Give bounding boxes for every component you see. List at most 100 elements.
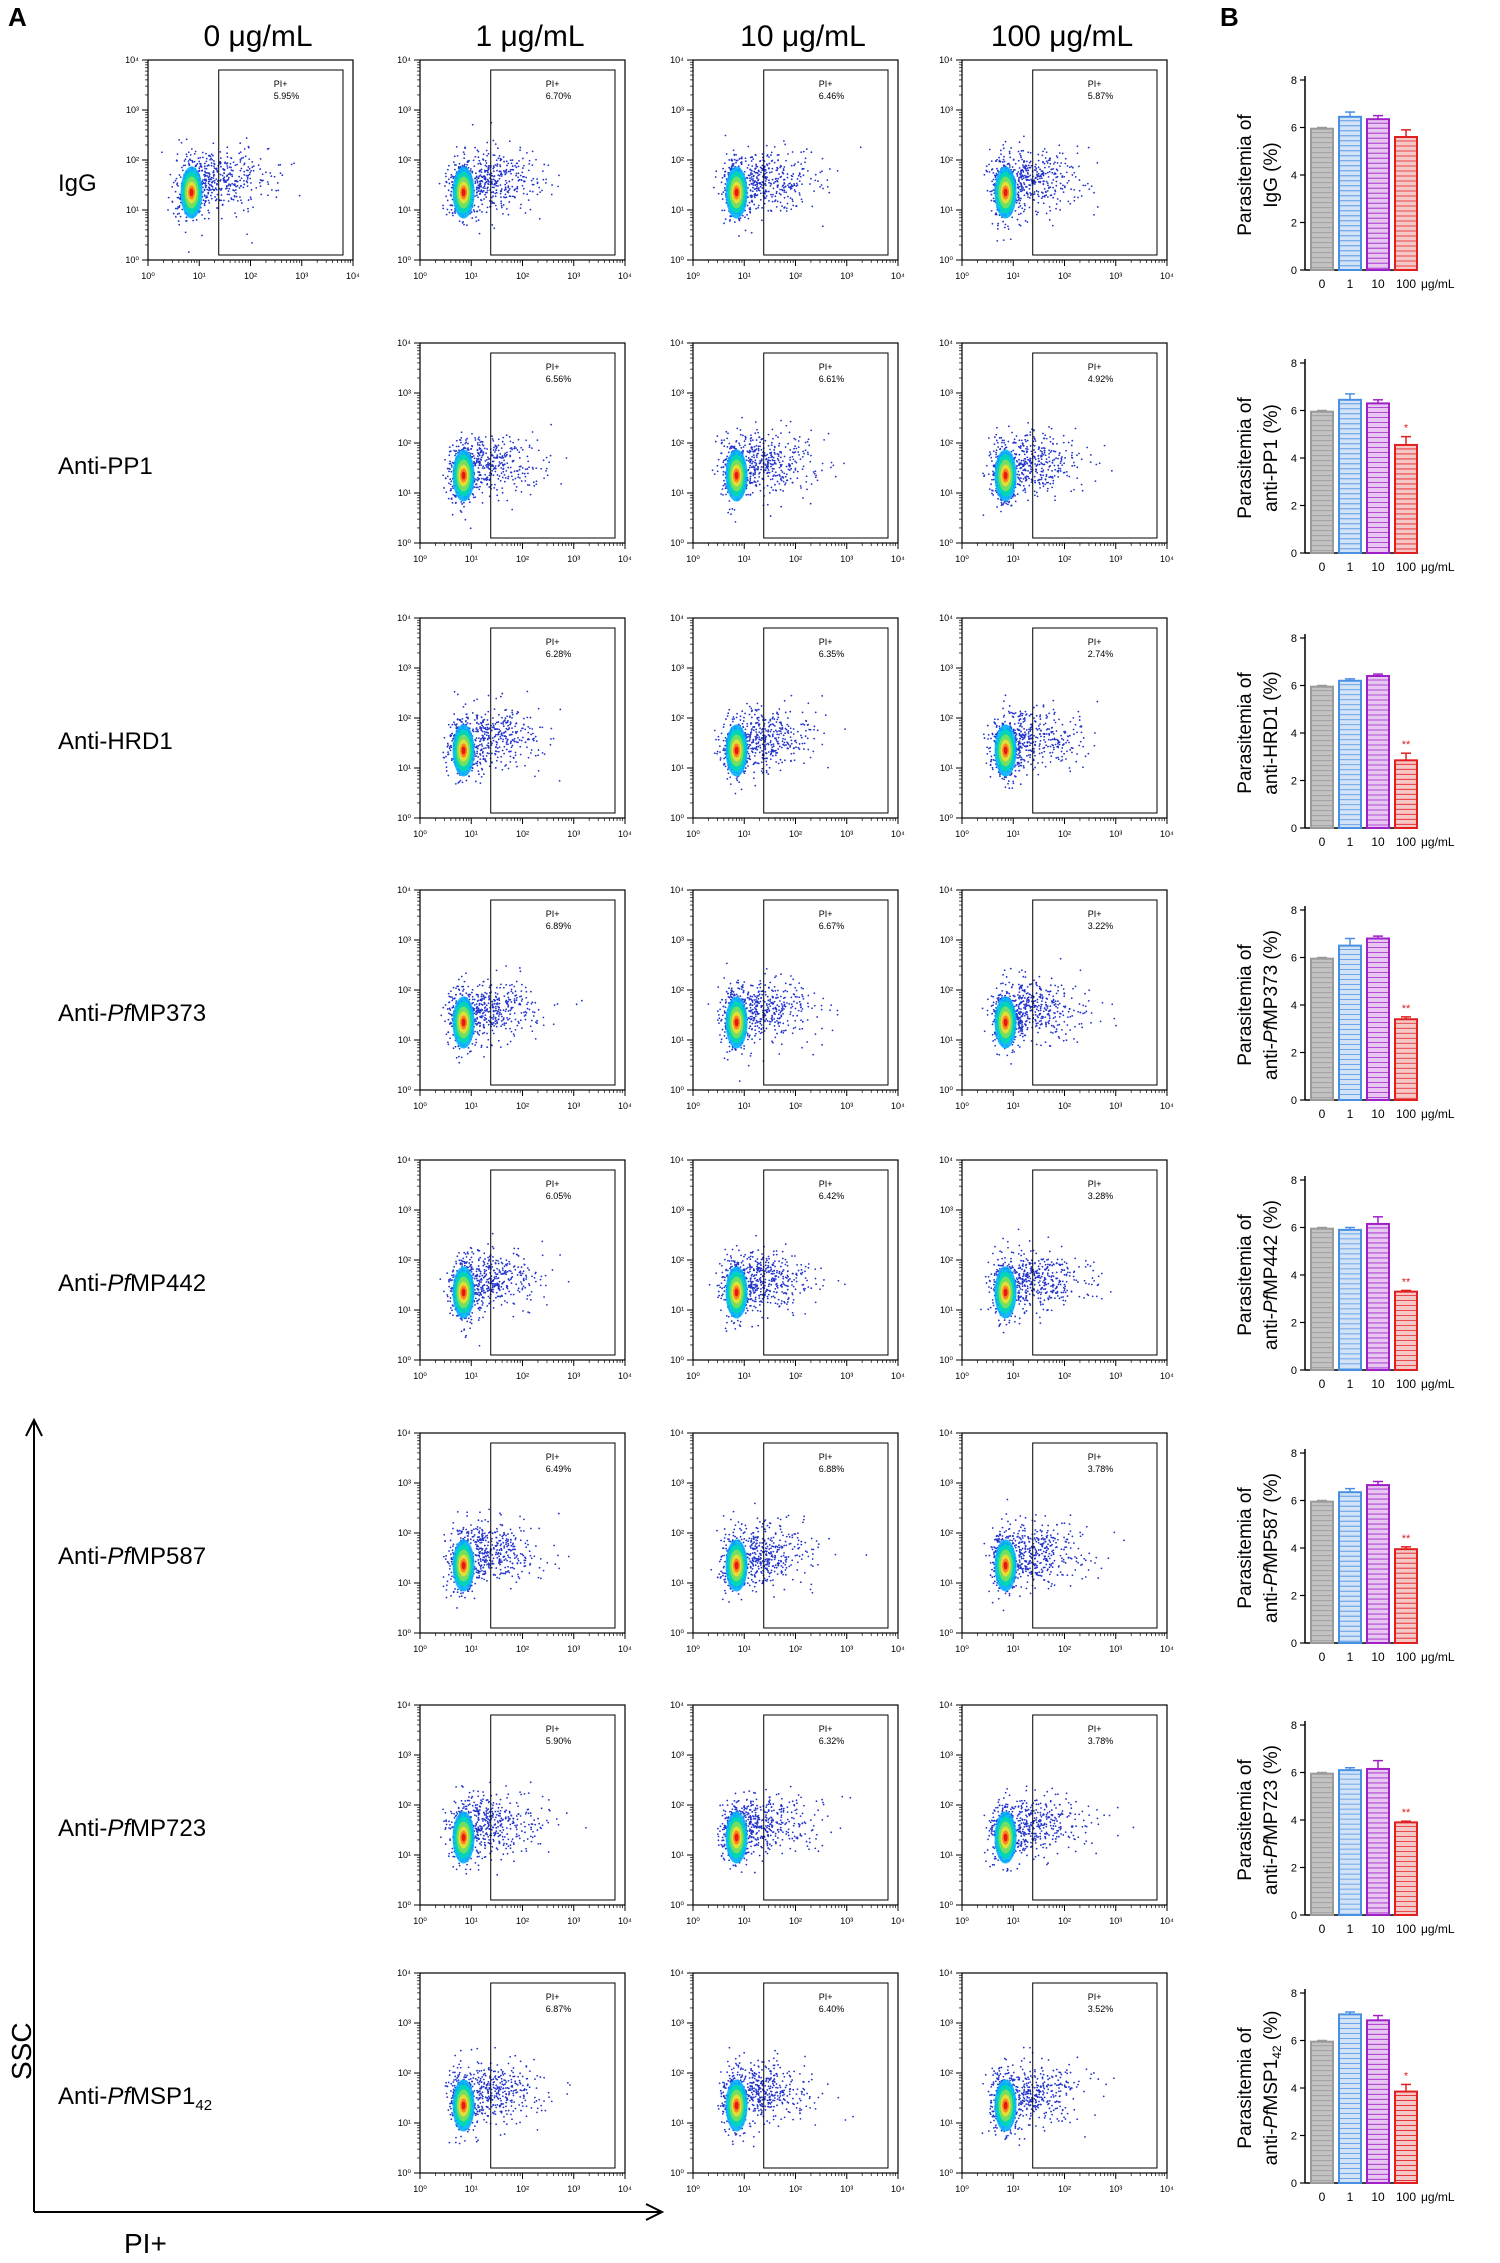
event-dot (494, 183, 497, 186)
event-dot (507, 186, 510, 189)
event-dot (514, 477, 517, 480)
event-dot (476, 181, 479, 184)
event-dot (794, 163, 796, 165)
event-dot (504, 477, 507, 479)
event-dot (251, 160, 254, 163)
event-dot (745, 176, 748, 179)
event-dot (755, 444, 758, 447)
event-dot (506, 499, 509, 502)
event-dot (491, 469, 494, 472)
event-dot (201, 180, 204, 183)
event-dot (484, 159, 487, 162)
event-dot (236, 184, 239, 187)
event-dot (985, 165, 988, 168)
event-dot (482, 451, 485, 454)
event-dot (760, 167, 763, 170)
event-dot (533, 485, 536, 487)
event-dot (788, 182, 791, 185)
event-dot (1034, 165, 1037, 168)
event-dot (1029, 184, 1032, 187)
event-dot (484, 183, 486, 186)
event-dot (293, 162, 296, 165)
event-dot (766, 503, 769, 506)
event-dot (474, 180, 477, 183)
event-dot (777, 159, 780, 161)
event-dot (809, 183, 811, 185)
event-dot (508, 180, 511, 183)
event-dot (1076, 152, 1079, 155)
event-dot (497, 499, 500, 502)
event-dot (739, 157, 741, 160)
event-dot (757, 447, 760, 450)
event-dot (987, 473, 990, 476)
event-dot (768, 181, 770, 184)
event-dot (205, 178, 207, 181)
event-dot (754, 476, 756, 479)
event-dot (1017, 191, 1020, 194)
event-dot (792, 471, 795, 474)
event-dot (507, 185, 510, 188)
event-dot (751, 194, 753, 197)
event-dot (454, 454, 456, 457)
event-dot (832, 464, 835, 467)
event-dot (1048, 165, 1050, 168)
event-dot (480, 477, 483, 480)
event-dot (511, 168, 514, 171)
event-dot (775, 192, 778, 195)
event-dot (759, 185, 762, 188)
event-dot (1019, 199, 1022, 202)
event-dot (1041, 154, 1044, 157)
event-dot (203, 178, 206, 181)
event-dot (753, 456, 756, 459)
event-dot (830, 466, 832, 469)
event-dot (772, 437, 774, 440)
event-dot (519, 149, 521, 152)
event-dot (517, 476, 520, 479)
y-tick-label: 10² (671, 155, 684, 165)
event-dot (777, 459, 780, 462)
event-dot (770, 451, 773, 454)
event-dot (505, 182, 508, 184)
event-dot (1059, 200, 1062, 202)
event-dot (1044, 172, 1047, 175)
event-dot (509, 466, 512, 469)
event-dot (478, 464, 481, 467)
event-dot (498, 461, 501, 463)
event-dot (748, 177, 751, 180)
event-dot (1022, 149, 1025, 152)
event-dot (560, 483, 563, 485)
event-dot (496, 474, 499, 476)
event-dot (772, 193, 774, 196)
event-dot (247, 145, 250, 148)
event-dot (755, 176, 758, 178)
event-dot (794, 467, 797, 470)
event-dot (445, 175, 447, 178)
event-dot (767, 456, 770, 459)
event-dot (469, 168, 472, 170)
event-dot (1011, 216, 1014, 219)
event-dot (160, 151, 163, 154)
event-dot (773, 145, 776, 148)
event-dot (246, 181, 249, 184)
event-dot (764, 197, 767, 200)
event-dot (1004, 223, 1007, 226)
event-dot (504, 452, 507, 455)
y-tick-label: 10⁴ (397, 338, 411, 348)
event-dot (760, 438, 763, 441)
event-dot (450, 466, 453, 468)
event-dot (493, 227, 496, 230)
event-dot (722, 465, 725, 468)
column-header-2: 10 μg/mL (683, 20, 923, 54)
event-dot (257, 164, 260, 167)
event-dot (494, 483, 496, 486)
event-dot (231, 182, 234, 185)
event-dot (488, 478, 491, 481)
event-dot (765, 195, 768, 197)
event-dot (806, 451, 809, 454)
event-dot (715, 170, 718, 173)
event-dot (236, 199, 239, 202)
event-dot (750, 178, 753, 181)
event-dot (747, 460, 750, 462)
event-dot (172, 212, 175, 215)
